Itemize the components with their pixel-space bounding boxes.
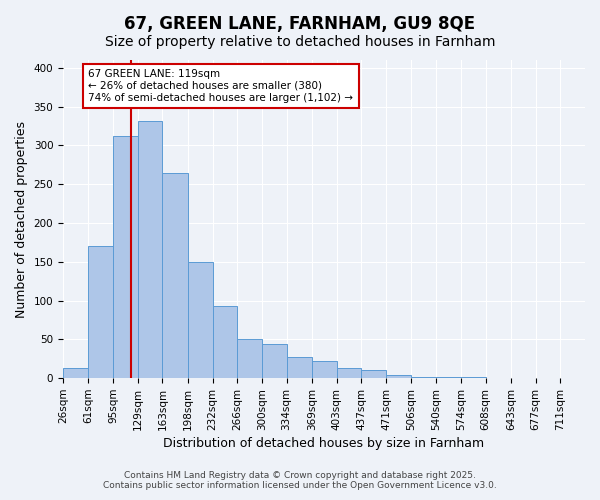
- Bar: [361, 370, 386, 378]
- X-axis label: Distribution of detached houses by size in Farnham: Distribution of detached houses by size …: [163, 437, 485, 450]
- Bar: [262, 344, 287, 378]
- Text: 67, GREEN LANE, FARNHAM, GU9 8QE: 67, GREEN LANE, FARNHAM, GU9 8QE: [124, 15, 476, 33]
- Y-axis label: Number of detached properties: Number of detached properties: [15, 120, 28, 318]
- Bar: [188, 262, 212, 378]
- Bar: [88, 246, 113, 378]
- Bar: [287, 358, 312, 378]
- Bar: [212, 306, 237, 378]
- Text: 67 GREEN LANE: 119sqm
← 26% of detached houses are smaller (380)
74% of semi-det: 67 GREEN LANE: 119sqm ← 26% of detached …: [88, 70, 353, 102]
- Bar: [237, 340, 262, 378]
- Bar: [113, 136, 138, 378]
- Bar: [412, 376, 436, 378]
- Bar: [138, 122, 163, 378]
- Text: Contains HM Land Registry data © Crown copyright and database right 2025.
Contai: Contains HM Land Registry data © Crown c…: [103, 470, 497, 490]
- Bar: [312, 361, 337, 378]
- Bar: [163, 172, 188, 378]
- Text: Size of property relative to detached houses in Farnham: Size of property relative to detached ho…: [105, 35, 495, 49]
- Bar: [386, 375, 412, 378]
- Bar: [63, 368, 88, 378]
- Bar: [337, 368, 361, 378]
